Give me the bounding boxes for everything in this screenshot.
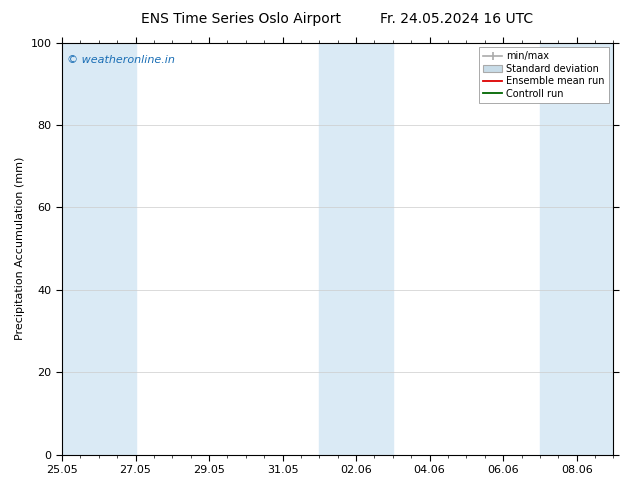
Bar — [320, 43, 393, 455]
Bar — [62, 43, 136, 455]
Legend: min/max, Standard deviation, Ensemble mean run, Controll run: min/max, Standard deviation, Ensemble me… — [479, 48, 609, 102]
Y-axis label: Precipitation Accumulation (mm): Precipitation Accumulation (mm) — [15, 157, 25, 340]
Text: Fr. 24.05.2024 16 UTC: Fr. 24.05.2024 16 UTC — [380, 12, 533, 26]
Text: ENS Time Series Oslo Airport: ENS Time Series Oslo Airport — [141, 12, 341, 26]
Bar — [540, 43, 614, 455]
Text: © weatheronline.in: © weatheronline.in — [67, 55, 176, 65]
